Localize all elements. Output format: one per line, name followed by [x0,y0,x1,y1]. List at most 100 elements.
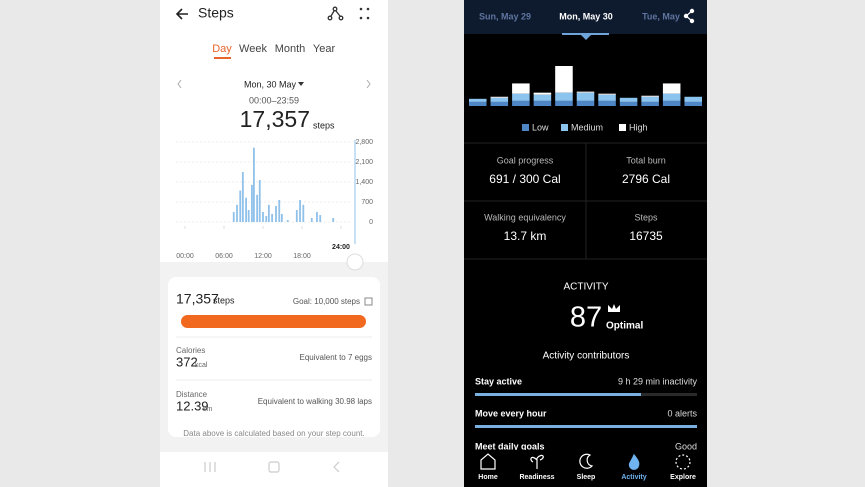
date-tab: Sun, May 29 [479,11,531,21]
metric-label: Calories [176,346,205,355]
legend-label: High [629,122,648,132]
metric-value: 691 / 300 Cal [489,172,560,186]
nav-label: Home [478,474,498,481]
bar-segment [684,96,702,102]
bar-segment [619,101,638,106]
bar [310,218,313,222]
tab: Week [239,43,267,55]
bar-segment [598,94,616,101]
metric-value: 13.7 km [504,229,547,243]
bar [280,214,283,222]
bar-segment [469,98,487,102]
metric-label: Steps [634,212,658,222]
bar-segment [598,100,616,106]
bar-segment [555,92,573,101]
goal-progress [181,315,366,328]
x-tick-label: 12:00 [254,253,272,260]
content-layer: Steps Day Week Month Year Mon, 30 May 00:00–23… [176,5,702,451]
metric-label: Walking equivalency [484,212,566,222]
summary-steps: 17,357 [176,291,219,307]
footnote: Data above is calculated based on your s… [183,429,364,438]
bar-segment [490,101,509,106]
activity-rating: Optimal [606,321,643,332]
date-dropdown[interactable] [298,82,304,86]
contributor-value: 0 alerts [667,408,697,418]
bar-segment [576,92,595,101]
bar-segment [490,96,509,98]
tab: Year [313,43,336,55]
nav-icons[interactable] [480,453,691,470]
total-steps: 17,357 [240,106,310,132]
y-tick-label: 700 [361,199,373,206]
goal-edit[interactable] [364,297,373,306]
x-tick-label: 24:00 [332,244,350,251]
bar-segment [641,101,659,106]
y-tick-label: 1,400 [355,179,373,186]
date: Mon, 30 May [244,79,297,89]
date-pointer [581,35,591,40]
bar [319,215,322,222]
legend-label: Medium [571,122,603,132]
metric-label: Total burn [626,155,666,165]
metric-label: Distance [176,390,208,399]
bar [267,204,270,222]
nav-label: Activity [621,474,646,481]
bar [286,220,289,222]
bar-segment [641,95,659,97]
metric-unit: kcal [195,362,208,369]
left-phone [160,0,388,487]
bar-segment [684,101,702,106]
bar [239,190,242,222]
bar [256,194,259,222]
contributor-label: Meet daily goals [475,441,545,451]
bar-segment [469,101,487,106]
bar-segment [662,100,681,106]
bar [258,180,261,222]
bar [316,212,318,222]
bar-segment [619,97,638,102]
next-day[interactable] [366,79,371,89]
metric-value: 372 [176,354,198,369]
bar-segment [533,92,552,95]
legend-swatch [561,124,568,131]
share-icon[interactable] [683,8,695,24]
bar-segment [555,100,573,106]
x-tick-label: 18:00 [293,253,311,260]
bar [271,214,273,222]
tab: Day [212,43,232,55]
more-icon[interactable] [359,7,370,20]
bar-segment [555,66,573,93]
contributor-value: Good [675,441,697,451]
time-range: 00:00–23:59 [249,95,299,105]
metric-value: 2796 Cal [622,172,670,186]
y-tick-label: 2,100 [355,159,373,166]
x-tick-label: 00:00 [176,253,194,260]
nav-label: Sleep [577,474,596,481]
legend-swatch [522,124,529,131]
prev-day[interactable] [177,79,182,89]
system-nav[interactable] [204,461,340,473]
total-unit: steps [313,120,335,130]
bar-segment [512,100,530,106]
bar-segment [490,97,509,102]
bar-segment [512,93,530,101]
contributor-label: Stay active [475,376,522,386]
date-header-bg [464,0,707,34]
bar [265,216,268,222]
page-title: Steps [198,5,234,21]
bar [247,210,250,222]
legend-label: Low [532,122,549,132]
bar [236,204,238,222]
contributor-value: 9 h 29 min inactivity [618,376,698,386]
contributor-label: Move every hour [475,408,547,418]
share-icon[interactable] [327,6,344,21]
tab: Month [275,43,306,55]
activity-score: 87 [570,302,602,334]
bar-segment [641,96,659,102]
back-arrow[interactable] [175,8,188,20]
time-handle[interactable] [346,253,364,271]
tab-underline [214,57,231,59]
x-tick-label: 06:00 [215,253,233,260]
bar-segment [533,100,552,106]
